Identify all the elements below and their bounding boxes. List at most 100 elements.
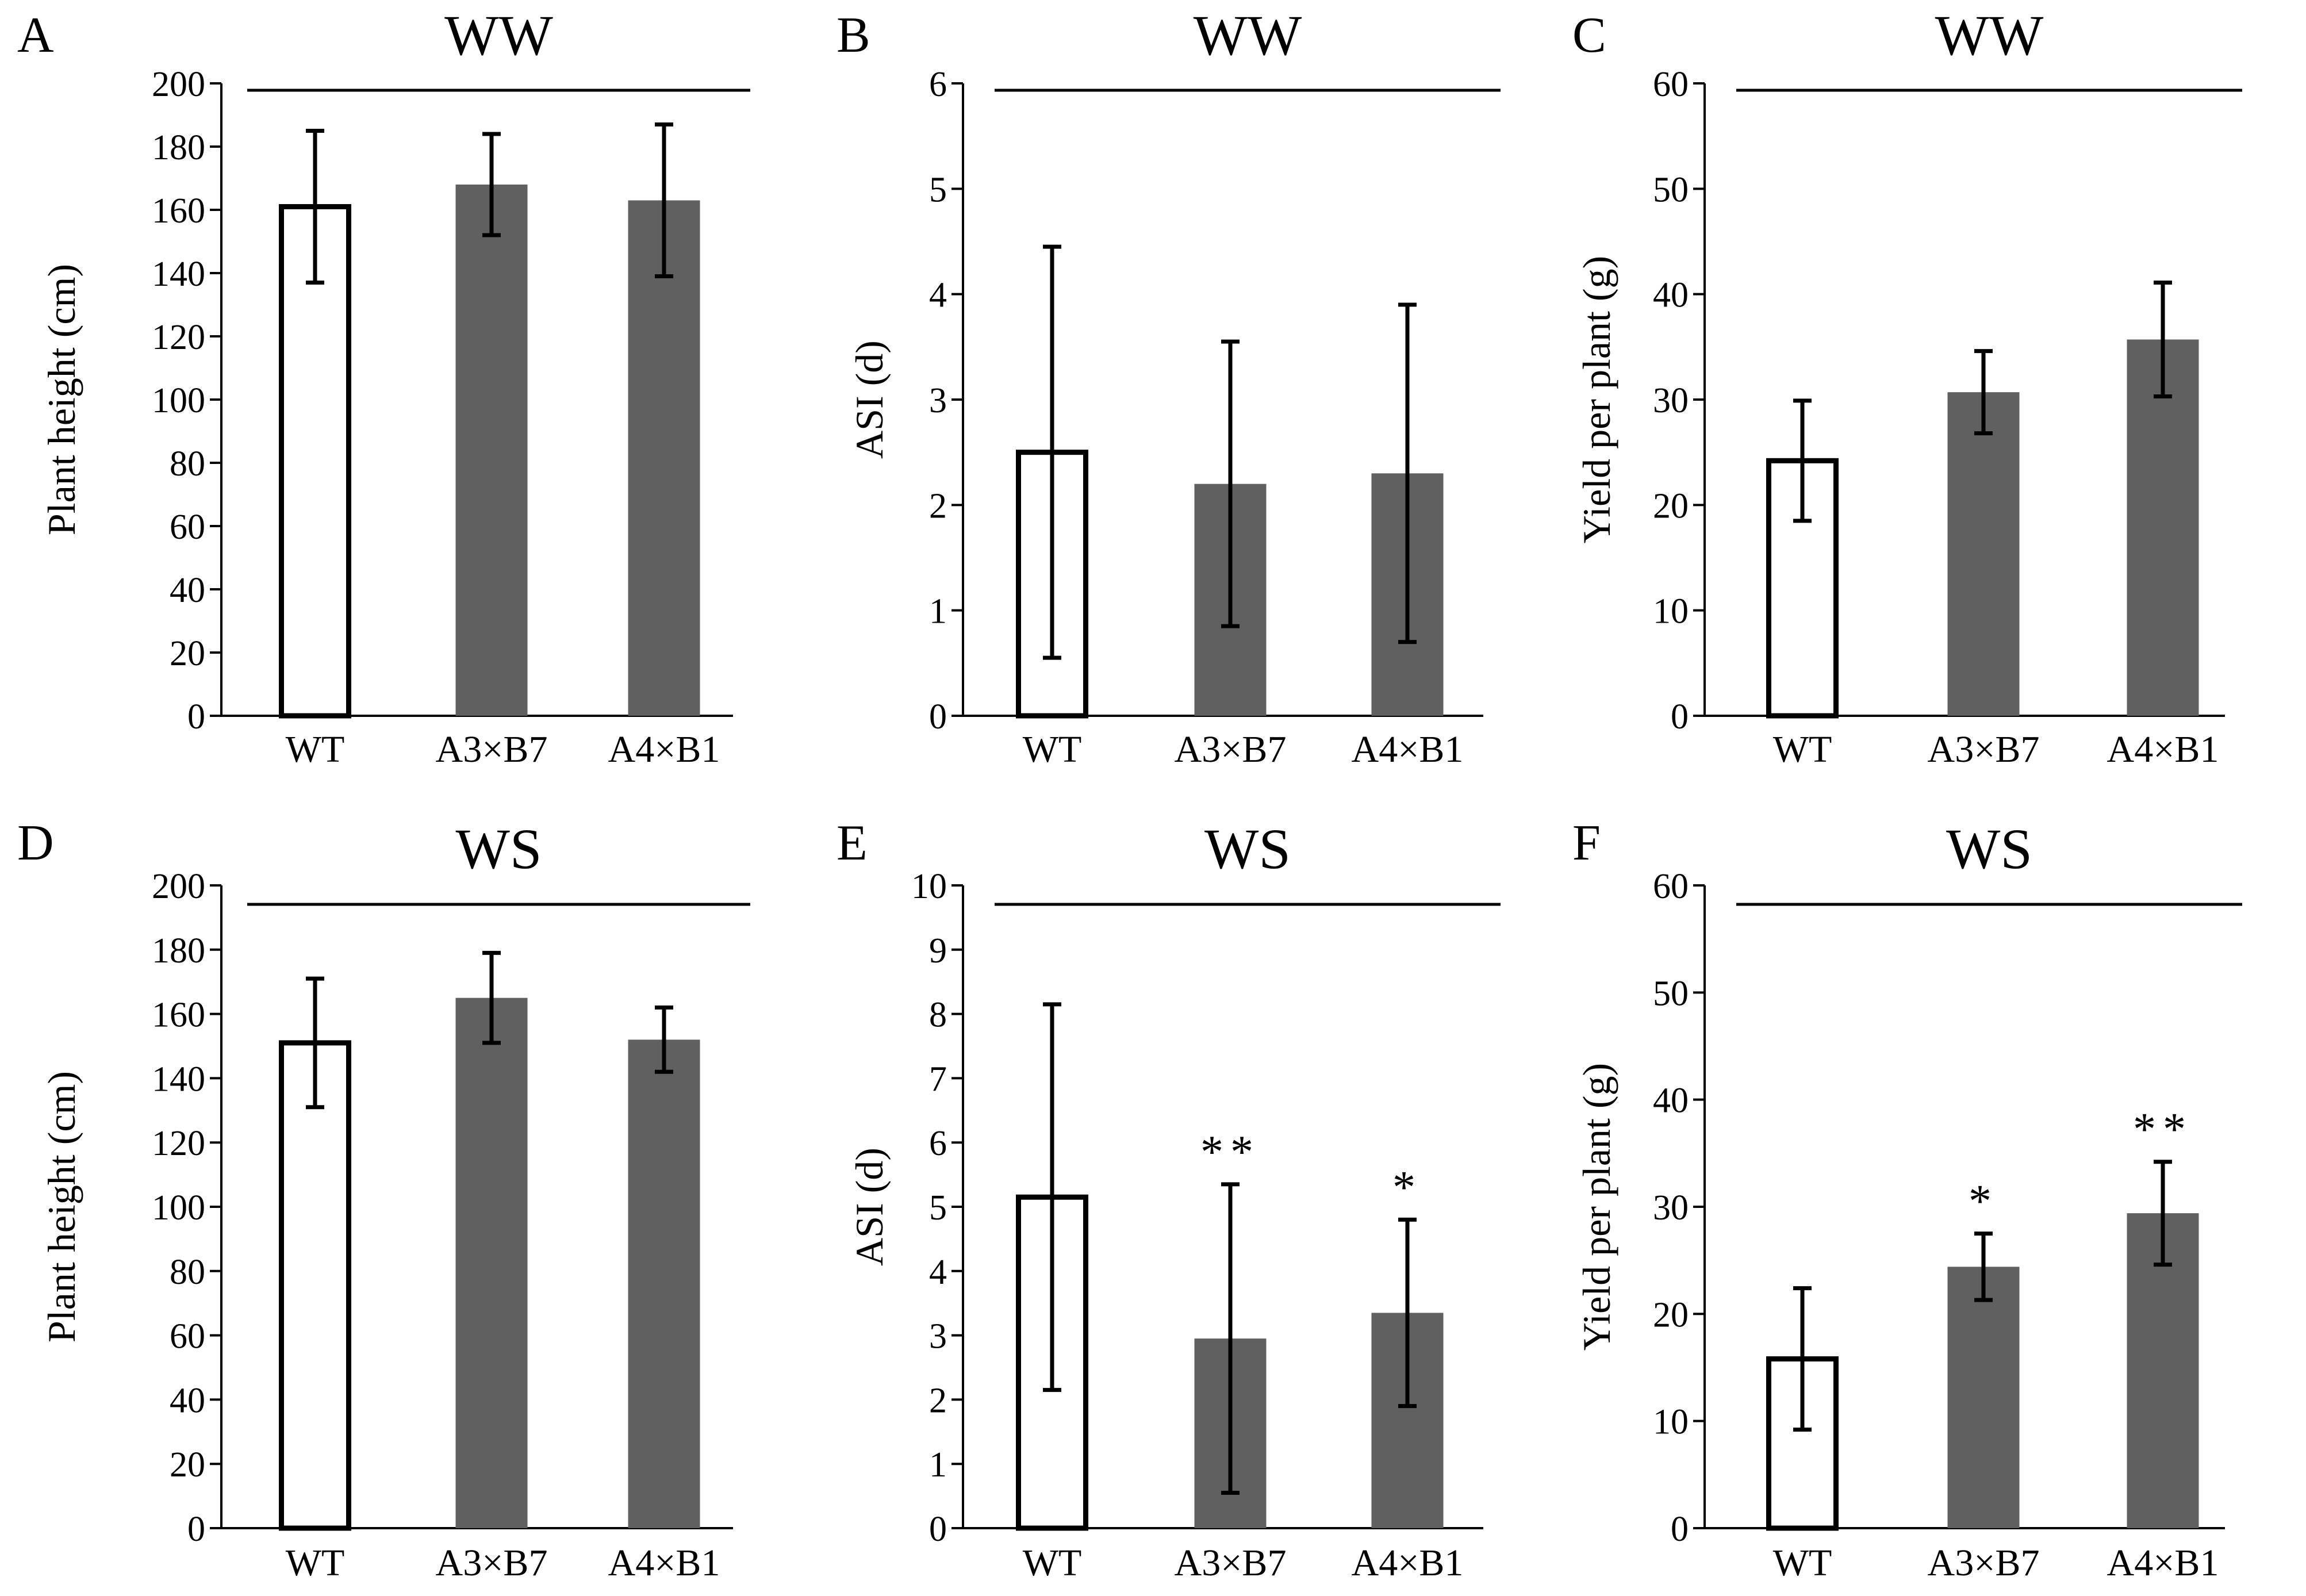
panel-label: C: [1572, 7, 1606, 63]
panel-label: F: [1572, 815, 1601, 871]
category-label: WT: [1023, 1542, 1082, 1584]
y-tick-label: 4: [929, 276, 947, 315]
panel-label: A: [17, 7, 54, 63]
category-label: WT: [1023, 728, 1082, 770]
y-tick-label: 0: [1671, 697, 1689, 736]
y-tick-label: 4: [929, 1253, 947, 1292]
y-tick-label: 3: [929, 1317, 947, 1356]
y-tick-label: 80: [170, 1253, 205, 1292]
panel-label: B: [837, 7, 870, 63]
y-tick-label: 200: [152, 65, 205, 104]
condition-title: WS: [456, 817, 542, 881]
y-tick-label: 2: [929, 1381, 947, 1420]
bar-transgenic: [1947, 392, 2020, 716]
y-tick-label: 20: [1653, 486, 1689, 525]
category-label: A4×B1: [608, 1542, 720, 1584]
y-tick-label: 6: [929, 1124, 947, 1163]
y-tick-label: 160: [152, 996, 205, 1035]
y-axis-label: Yield per plant (g): [1575, 1063, 1618, 1351]
y-tick-label: 60: [170, 508, 205, 547]
y-tick-label: 20: [1653, 1295, 1689, 1334]
condition-title: WS: [1204, 817, 1291, 881]
category-label: A3×B7: [1928, 728, 2040, 770]
condition-title: WW: [444, 3, 553, 67]
y-tick-label: 10: [1653, 1403, 1689, 1442]
significance-marker: **: [1200, 1127, 1260, 1177]
panel-a: A WW 0 20 40 60 80 100 120 140 160 180 200 Plant heig…: [17, 3, 750, 770]
y-tick-label: 3: [929, 381, 947, 420]
y-axis-label: ASI (d): [847, 1148, 891, 1266]
panel-e: E WS 0 1 2 3 4 5 6 7 8 9 10 ASI (d) WT A3×B7 ** A4×B1 *: [837, 815, 1501, 1584]
y-tick-label: 180: [152, 128, 205, 167]
panel-label: D: [17, 815, 54, 871]
y-tick-label: 10: [911, 867, 947, 906]
y-tick-label: 60: [1653, 867, 1689, 906]
y-tick-label: 10: [1653, 592, 1689, 631]
panel-label: E: [837, 815, 868, 871]
panel-d: D WS 0 20 40 60 80 100 120 140 160 180 200 Plant heig…: [17, 815, 750, 1584]
y-tick-label: 100: [152, 381, 205, 420]
y-tick-label: 160: [152, 191, 205, 231]
y-tick-label: 50: [1653, 974, 1689, 1013]
y-tick-label: 1: [929, 592, 947, 631]
y-tick-label: 40: [1653, 276, 1689, 315]
y-axis-label: ASI (d): [847, 340, 891, 459]
significance-marker: *: [1969, 1176, 1998, 1227]
condition-title: WW: [1935, 3, 2044, 67]
significance-marker: *: [1392, 1162, 1422, 1213]
y-tick-label: 120: [152, 318, 205, 357]
bar-transgenic: [2127, 339, 2199, 716]
y-tick-label: 2: [929, 486, 947, 525]
y-tick-label: 6: [929, 65, 947, 104]
y-tick-label: 40: [170, 1381, 205, 1420]
bar-transgenic: [628, 200, 700, 716]
y-tick-label: 100: [152, 1188, 205, 1227]
y-axis-label: Plant height (cm): [40, 1071, 83, 1342]
y-axis-label: Yield per plant (g): [1575, 256, 1618, 543]
y-tick-label: 140: [152, 1060, 205, 1099]
y-tick-label: 180: [152, 931, 205, 970]
bar-transgenic: [1947, 1267, 2020, 1528]
panel-f: F WS 0 10 20 30 40 50 60 Yield per plant (g) WT A3×…: [1572, 815, 2242, 1584]
category-label: WT: [1773, 728, 1832, 770]
y-tick-label: 120: [152, 1124, 205, 1163]
category-label: A4×B1: [1352, 1542, 1464, 1584]
y-tick-label: 20: [170, 1445, 205, 1484]
significance-marker: **: [2133, 1104, 2193, 1155]
bar-transgenic: [455, 185, 528, 716]
y-tick-label: 5: [929, 170, 947, 209]
panel-b: B WW 0 1 2 3 4 5 6 ASI (d) WT A3×B7 A4×B1: [837, 3, 1501, 770]
category-label: A3×B7: [436, 1542, 548, 1584]
bar-wt: [279, 1040, 351, 1531]
category-label: WT: [286, 1542, 345, 1584]
y-tick-label: 5: [929, 1188, 947, 1227]
category-label: WT: [286, 728, 345, 770]
y-tick-label: 200: [152, 867, 205, 906]
y-tick-label: 0: [1671, 1510, 1689, 1549]
y-tick-label: 60: [170, 1317, 205, 1356]
y-tick-label: 80: [170, 444, 205, 484]
condition-title: WW: [1194, 3, 1302, 67]
bar-wt: [279, 204, 351, 719]
y-tick-label: 0: [187, 697, 205, 736]
panel-c: C WW 0 10 20 30 40 50 60 Yield per plant (g) WT A3×…: [1572, 3, 2242, 770]
y-axis-label: Plant height (cm): [40, 264, 83, 535]
y-tick-label: 0: [929, 697, 947, 736]
y-tick-label: 7: [929, 1060, 947, 1099]
y-tick-label: 30: [1653, 381, 1689, 420]
y-tick-label: 0: [187, 1510, 205, 1549]
y-tick-label: 60: [1653, 65, 1689, 104]
category-label: A4×B1: [2107, 1542, 2219, 1584]
category-label: A3×B7: [1175, 1542, 1287, 1584]
bar-transgenic: [628, 1039, 700, 1528]
y-tick-label: 40: [170, 571, 205, 610]
y-tick-label: 9: [929, 931, 947, 970]
y-tick-label: 1: [929, 1445, 947, 1484]
category-label: WT: [1773, 1542, 1832, 1584]
y-tick-label: 30: [1653, 1188, 1689, 1227]
y-tick-label: 20: [170, 634, 205, 673]
y-tick-label: 8: [929, 996, 947, 1035]
category-label: A3×B7: [1928, 1542, 2040, 1584]
category-label: A4×B1: [608, 728, 720, 770]
